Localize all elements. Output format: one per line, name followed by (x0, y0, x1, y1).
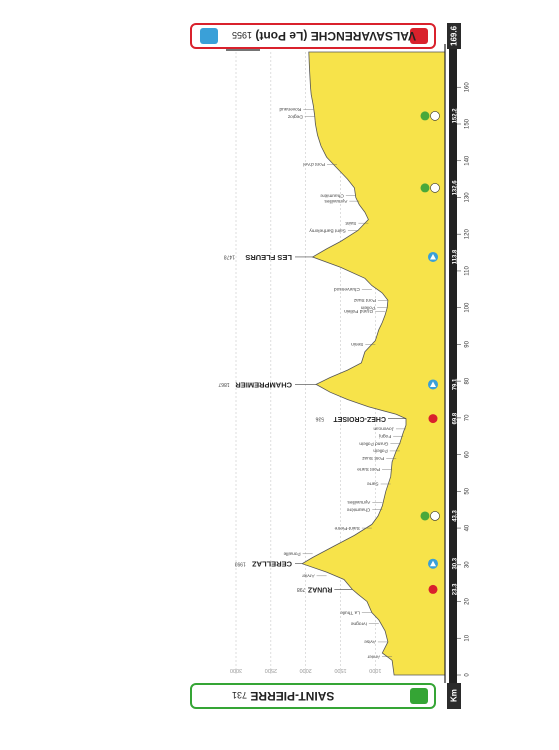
km-tick-label-40: 40 (465, 524, 471, 531)
km-tick-label-110: 110 (465, 265, 471, 275)
place-label-4: Arvier (302, 573, 315, 579)
finish-town: VALSAVARENCHE (Le Pont) (255, 29, 417, 43)
climb-elev-2: 1478 (224, 254, 235, 260)
place-label-10: Pont Sarre (357, 466, 380, 472)
gpm-icon-2 (430, 253, 436, 260)
sprint-km-1: 69.8 (453, 412, 459, 424)
gpm-icon-1 (430, 381, 436, 387)
place-label-2: Ivrogne (350, 620, 366, 626)
alt-tick-label-2000: 2000 (300, 667, 312, 673)
place-label-21: Saint Barthelemy (309, 227, 346, 233)
place-label-0: Arvier (367, 653, 380, 659)
climb-elev-0: 1993 (234, 560, 245, 566)
feed-km-1: 132.6 (453, 180, 459, 196)
climb-name-1: CHAMPREMIER (235, 380, 292, 389)
climb-name-0: CERELLAZ (252, 560, 292, 569)
km-tick-label-120: 120 (465, 229, 471, 240)
start-banner: SAINT-PIERRE 731 (190, 683, 436, 709)
place-label-9: Sarre (367, 481, 379, 487)
place-label-24: Chaumière (320, 192, 344, 198)
place-label-12: Pollein (373, 448, 388, 454)
alt-tick-label-1500: 1500 (334, 667, 346, 673)
km-tick-label-0: 0 (465, 673, 471, 677)
climb-km-2: 113.8 (453, 249, 459, 264)
feed-ring-1 (430, 183, 440, 193)
feed-marker-0 (420, 511, 430, 521)
km-tick-label-60: 60 (465, 451, 471, 458)
place-label-11: Pont Suaz (361, 455, 384, 461)
place-label-16: Senin (351, 341, 364, 347)
place-label-1: Avise (364, 639, 376, 645)
km-tick-label-10: 10 (465, 634, 471, 641)
place-label-7: Chaumière (347, 506, 371, 512)
climb-name-2: LES FLEURS (245, 253, 292, 262)
km-tick-label-70: 70 (465, 414, 471, 421)
place-label-27: Rovenaud (279, 106, 301, 112)
gpm-icon-0 (430, 560, 436, 567)
start-icon (410, 688, 428, 704)
alt-tick-label-3000: 3000 (230, 667, 242, 673)
finish-flag-icon (410, 28, 428, 44)
sprint-marker-0 (428, 584, 438, 594)
place-label-8: Aymavilles (347, 499, 370, 505)
climb-km-0: 30.3 (453, 557, 459, 569)
km-axis-band (449, 44, 457, 683)
place-label-3: La Thuile (340, 609, 360, 615)
start-name: SAINT-PIERRE 731 (232, 689, 334, 703)
place-label-23: Aymavilles (324, 198, 347, 204)
place-label-17: Grand Pollein (344, 308, 373, 314)
km-tick-label-90: 90 (465, 340, 471, 347)
sprint-km-0: 23.3 (453, 583, 459, 595)
km-tick-label-30: 30 (465, 561, 471, 568)
place-label-22: Saint (345, 220, 357, 226)
place-label-20: Charvensod (334, 286, 360, 292)
place-label-19: Pont Suaz (353, 297, 376, 303)
finish-alt: 1955 (232, 30, 253, 40)
km-tick-label-160: 160 (465, 82, 471, 93)
km-tick-label-20: 20 (465, 598, 471, 605)
feed-ring-0 (430, 511, 440, 521)
place-label-15: Jovencan (373, 426, 394, 432)
km-tick-label-100: 100 (465, 302, 471, 313)
km-tick-label-140: 140 (465, 155, 471, 166)
km-label: Km (447, 683, 461, 709)
feed-km-2: 152.2 (453, 108, 459, 124)
sprint-marker-1 (428, 414, 438, 424)
feed-marker-2 (420, 111, 430, 121)
km-tick-label-80: 80 (465, 377, 471, 384)
sprint-elev-1: 536 (315, 415, 324, 421)
place-label-6: Saint-Pierre (334, 525, 360, 531)
total-distance: 169.6 (447, 23, 461, 49)
place-label-13: Grand Pollein (359, 440, 388, 446)
climb-km-1: 79.1 (453, 378, 459, 390)
sprint-elev-0: 798 (297, 586, 306, 592)
feed-marker-1 (420, 183, 430, 193)
km-tick-label-130: 130 (465, 192, 471, 203)
start-town: SAINT-PIERRE (250, 689, 335, 703)
climb-elev-1: 1867 (218, 381, 229, 387)
feed-ring-2 (430, 111, 440, 121)
finish-name: VALSAVARENCHE (Le Pont) 1955 (232, 29, 416, 43)
alt-tick-label-1000: 1000 (369, 667, 381, 673)
place-label-26: Degioz (287, 113, 303, 119)
finish-arrow-icon (200, 28, 218, 44)
feed-km-0: 43.3 (453, 509, 459, 521)
km-tick-label-50: 50 (465, 487, 471, 494)
alt-tick-label-2500: 2500 (265, 667, 277, 673)
place-label-25: Pont d'Ael (303, 161, 325, 167)
finish-banner: VALSAVARENCHE (Le Pont) 1955 (190, 23, 436, 49)
sprint-name-0: RUNAZ (307, 586, 332, 593)
sprint-name-1: CHEZ-CROISET (333, 415, 386, 422)
place-label-18: Pollein (360, 304, 375, 310)
elevation-profile-area (301, 51, 446, 676)
start-alt: 731 (232, 690, 248, 700)
km-tick-label-150: 150 (465, 118, 471, 129)
place-label-5: Ponaille (283, 551, 300, 557)
place-label-14: Fognj (379, 433, 391, 439)
